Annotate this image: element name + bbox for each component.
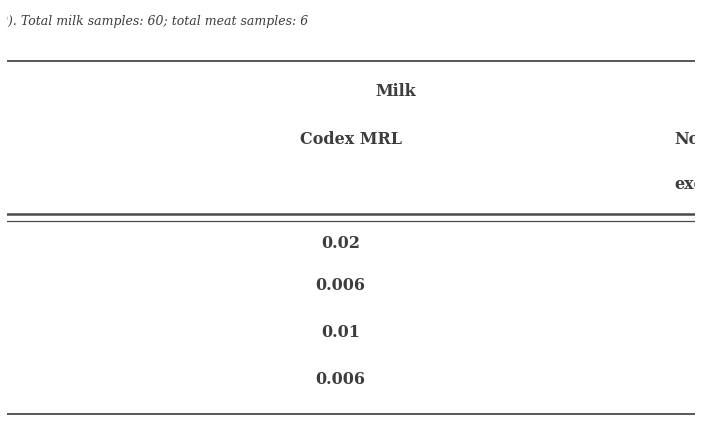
Text: 0.01: 0.01: [322, 324, 360, 341]
Text: No.: No.: [675, 131, 702, 148]
Text: 9). Total milk samples: 60; total meat samples: 6: 9). Total milk samples: 60; total meat s…: [0, 15, 308, 28]
Text: 0.006: 0.006: [316, 277, 366, 294]
Text: Codex MRL: Codex MRL: [300, 131, 402, 148]
Text: 0.006: 0.006: [316, 371, 366, 388]
Text: Milk: Milk: [376, 83, 416, 100]
Text: 0.02: 0.02: [322, 235, 360, 252]
Text: exc: exc: [675, 176, 702, 193]
